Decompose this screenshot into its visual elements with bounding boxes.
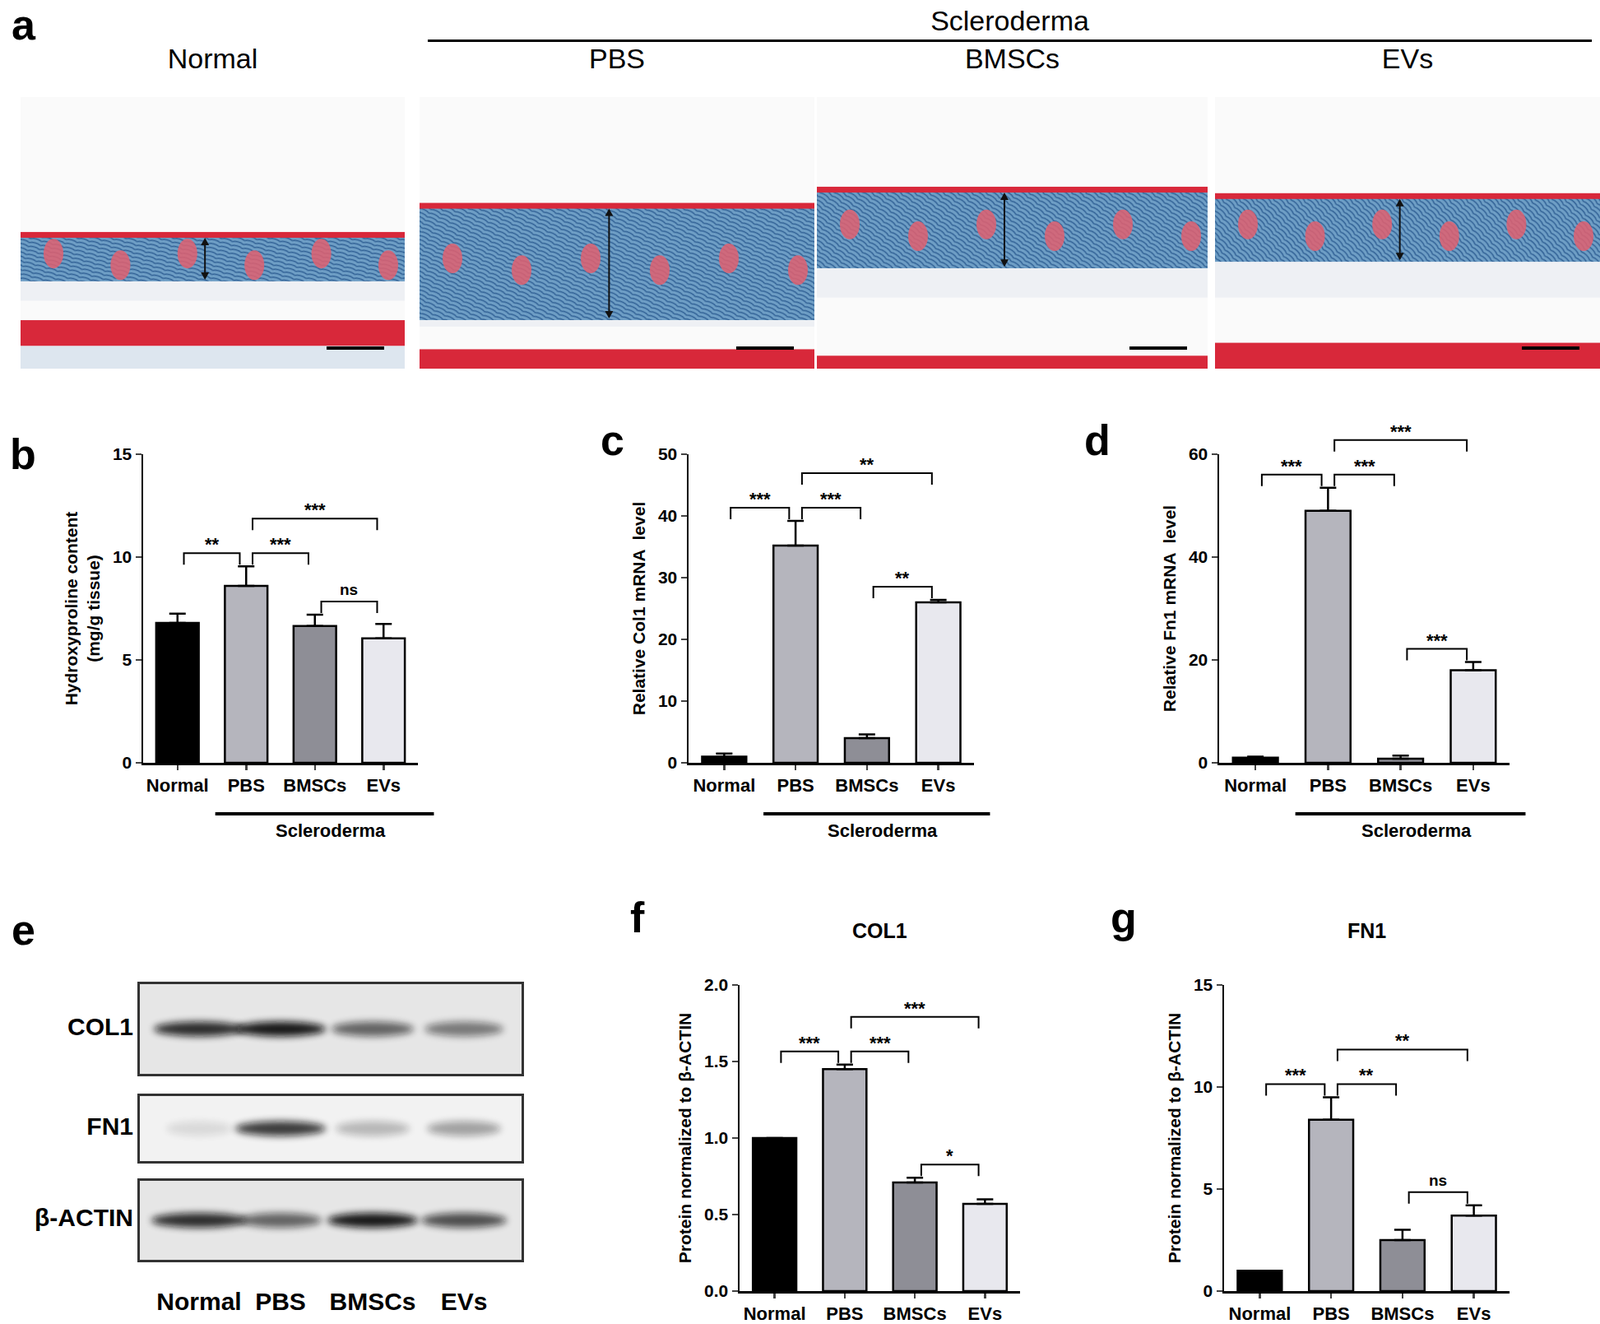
html-text:β-ACTIN: β-ACTIN xyxy=(34,1203,134,1231)
svg-text:20: 20 xyxy=(658,629,678,649)
svg-text:0: 0 xyxy=(667,752,678,772)
svg-text:***: *** xyxy=(1354,455,1376,477)
svg-text:Relative Col1 mRNA level: Relative Col1 mRNA level xyxy=(629,501,649,716)
svg-text:0.0: 0.0 xyxy=(704,1280,729,1300)
svg-text:ns: ns xyxy=(1428,1171,1447,1189)
svg-text:Normal: Normal xyxy=(1228,1303,1291,1324)
svg-text:0.5: 0.5 xyxy=(704,1204,729,1224)
svg-text:60: 60 xyxy=(1188,444,1208,464)
svg-text:***: *** xyxy=(1284,1064,1307,1086)
svg-text:BMSCs: BMSCs xyxy=(834,774,899,796)
html-text:d: d xyxy=(1084,416,1111,464)
svg-text:Normal: Normal xyxy=(1224,774,1287,796)
svg-text:EVs: EVs xyxy=(1456,1303,1492,1324)
svg-text:PBS: PBS xyxy=(227,774,265,796)
html-text:BMSCs: BMSCs xyxy=(964,42,1060,75)
svg-text:BMSCs: BMSCs xyxy=(282,774,347,796)
svg-text:EVs: EVs xyxy=(366,774,401,796)
svg-text:Normal: Normal xyxy=(743,1303,807,1324)
svg-text:Scleroderma: Scleroderma xyxy=(1361,820,1472,841)
svg-text:15: 15 xyxy=(1193,974,1214,994)
svg-text:Normal: Normal xyxy=(692,774,756,796)
svg-text:BMSCs: BMSCs xyxy=(1368,774,1433,796)
svg-text:*: * xyxy=(946,1145,954,1166)
svg-text:**: ** xyxy=(1358,1064,1374,1086)
svg-text:***: *** xyxy=(269,533,292,555)
html-text:COL1: COL1 xyxy=(67,1012,134,1040)
svg-text:***: *** xyxy=(798,1032,821,1053)
svg-text:Protein normalized to β-ACTIN: Protein normalized to β-ACTIN xyxy=(1164,1012,1184,1264)
svg-text:EVs: EVs xyxy=(1456,774,1491,796)
svg-text:10: 10 xyxy=(112,547,132,566)
svg-text:**: ** xyxy=(204,533,220,555)
svg-text:0: 0 xyxy=(1198,752,1209,772)
html-text:f: f xyxy=(630,893,645,942)
svg-text:5: 5 xyxy=(122,649,133,669)
html-text:a: a xyxy=(11,0,36,49)
svg-text:***: *** xyxy=(749,488,771,510)
svg-text:**: ** xyxy=(859,454,875,475)
svg-text:**: ** xyxy=(895,567,910,589)
svg-text:EVs: EVs xyxy=(921,774,956,796)
svg-text:Protein normalized to β-ACTIN: Protein normalized to β-ACTIN xyxy=(675,1012,695,1264)
svg-text:PBS: PBS xyxy=(1309,774,1347,796)
html-text:BMSCs: BMSCs xyxy=(329,1287,416,1315)
html-text:Normal: Normal xyxy=(156,1287,242,1315)
svg-text:Scleroderma: Scleroderma xyxy=(827,820,938,841)
svg-text:PBS: PBS xyxy=(825,1303,863,1324)
svg-text:10: 10 xyxy=(1193,1076,1213,1096)
html-text:EVs: EVs xyxy=(440,1287,488,1315)
svg-text:BMSCs: BMSCs xyxy=(883,1303,947,1324)
html-text:g: g xyxy=(1110,893,1137,942)
html-text:PBS: PBS xyxy=(588,42,645,75)
svg-text:PBS: PBS xyxy=(1312,1303,1350,1324)
html-text:e: e xyxy=(11,905,36,954)
svg-text:***: *** xyxy=(304,499,326,520)
svg-text:20: 20 xyxy=(1188,649,1208,669)
svg-text:PBS: PBS xyxy=(776,774,814,796)
svg-text:**: ** xyxy=(1395,1029,1410,1051)
html-text:c: c xyxy=(600,416,625,464)
svg-text:15: 15 xyxy=(112,444,133,464)
svg-text:0: 0 xyxy=(122,752,133,772)
html-text:FN1: FN1 xyxy=(86,1111,134,1139)
svg-text:***: *** xyxy=(869,1032,891,1053)
svg-text:Scleroderma: Scleroderma xyxy=(275,820,386,841)
svg-text:Relative Fn1 mRNA level: Relative Fn1 mRNA level xyxy=(1159,505,1179,712)
svg-text:FN1: FN1 xyxy=(1347,918,1387,942)
svg-text:COL1: COL1 xyxy=(852,918,908,942)
svg-text:Hydroxyproline content(mg/g ti: Hydroxyproline content(mg/g tissue) xyxy=(61,511,103,706)
svg-text:***: *** xyxy=(1280,455,1303,477)
svg-text:1.5: 1.5 xyxy=(704,1051,729,1071)
svg-text:50: 50 xyxy=(658,444,678,464)
html-text:EVs: EVs xyxy=(1381,42,1434,75)
svg-text:Normal: Normal xyxy=(146,774,209,796)
html-text:b: b xyxy=(9,430,37,478)
svg-text:EVs: EVs xyxy=(968,1303,1003,1324)
svg-text:BMSCs: BMSCs xyxy=(1370,1303,1434,1324)
svg-text:30: 30 xyxy=(658,567,678,587)
svg-text:***: *** xyxy=(904,997,926,1019)
html-text:Scleroderma: Scleroderma xyxy=(930,4,1090,37)
svg-text:ns: ns xyxy=(339,580,358,599)
html-text:PBS: PBS xyxy=(255,1287,306,1315)
svg-text:10: 10 xyxy=(658,691,678,710)
svg-text:40: 40 xyxy=(658,505,678,525)
svg-text:***: *** xyxy=(1390,421,1412,442)
svg-text:40: 40 xyxy=(1188,547,1208,566)
svg-text:***: *** xyxy=(820,488,842,510)
svg-text:5: 5 xyxy=(1203,1178,1214,1198)
svg-text:2.0: 2.0 xyxy=(704,974,729,994)
svg-text:***: *** xyxy=(1426,630,1448,651)
svg-text:1.0: 1.0 xyxy=(704,1127,729,1147)
svg-text:0: 0 xyxy=(1203,1280,1214,1300)
html-text:Normal: Normal xyxy=(167,42,258,75)
